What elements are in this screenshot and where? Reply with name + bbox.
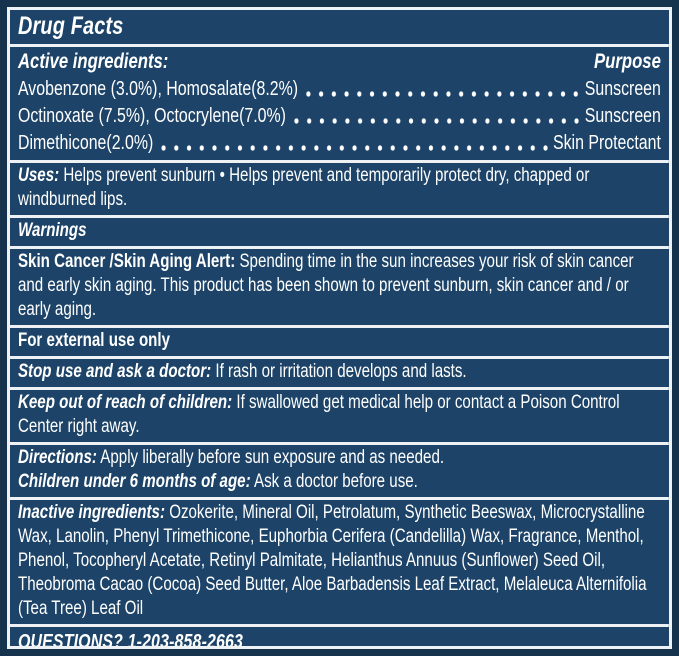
- directions-section: Directions: Apply liberally before sun e…: [10, 445, 669, 500]
- inactive-ingredients-section: Inactive ingredients: Ozokerite, Mineral…: [10, 500, 669, 627]
- stop-use-paragraph: Stop use and ask a doctor: If rash or ir…: [18, 360, 661, 384]
- ingredient-purpose: Sunscreen: [584, 105, 661, 127]
- dotted-leader: [302, 76, 581, 103]
- ingredient-names: Avobenzone (3.0%), Homosalate(8.2%): [17, 78, 299, 100]
- uses-section: Uses: Helps prevent sunburn • Helps prev…: [10, 163, 669, 218]
- uses-label: Uses:: [17, 165, 60, 186]
- skin-cancer-alert-label: Skin Cancer /Skin Aging Alert:: [17, 251, 236, 272]
- ingredient-names: Octinoxate (7.5%), Octocrylene(7.0%): [17, 105, 286, 127]
- external-use-section: For external use only: [10, 328, 669, 359]
- active-ingredient-row: Octinoxate (7.5%), Octocrylene(7.0%) Sun…: [18, 103, 661, 130]
- warnings-heading-section: Warnings: [10, 218, 669, 249]
- keep-out-text: If swallowed get medical help or contact…: [17, 392, 620, 437]
- skin-cancer-alert-section: Skin Cancer /Skin Aging Alert: Spending …: [10, 249, 669, 328]
- active-ingredients-heading: Active ingredients:: [17, 50, 169, 73]
- children-under-6-text: Ask a doctor before use.: [253, 471, 418, 492]
- directions-paragraph: Directions: Apply liberally before sun e…: [18, 446, 661, 470]
- dotted-leader: [157, 130, 549, 157]
- directions-label: Directions:: [17, 447, 97, 468]
- stop-use-section: Stop use and ask a doctor: If rash or ir…: [10, 359, 669, 390]
- stop-use-label: Stop use and ask a doctor:: [17, 361, 212, 382]
- questions-section: QUESTIONS? 1-203-858-2663: [10, 627, 669, 649]
- keep-out-label: Keep out of reach of children:: [17, 392, 233, 413]
- inactive-ingredients-label: Inactive ingredients:: [17, 502, 165, 523]
- external-use-text: For external use only: [17, 330, 171, 351]
- keep-out-paragraph: Keep out of reach of children: If swallo…: [18, 391, 661, 439]
- questions-phone-text: QUESTIONS? 1-203-858-2663: [17, 631, 244, 649]
- dotted-leader: [289, 103, 581, 130]
- purpose-heading: Purpose: [594, 50, 661, 73]
- children-under-6-paragraph: Children under 6 months of age: Ask a do…: [18, 470, 661, 494]
- inactive-ingredients-text: Ozokerite, Mineral Oil, Petrolatum, Synt…: [17, 502, 647, 619]
- uses-paragraph: Uses: Helps prevent sunburn • Helps prev…: [18, 164, 661, 212]
- active-ingredient-row: Dimethicone(2.0%) Skin Protectant: [18, 130, 661, 157]
- inactive-ingredients-paragraph: Inactive ingredients: Ozokerite, Mineral…: [18, 501, 661, 621]
- ingredient-purpose: Skin Protectant: [552, 132, 661, 154]
- directions-text: Apply liberally before sun exposure and …: [100, 447, 445, 468]
- warnings-heading: Warnings: [17, 220, 87, 241]
- label-content: Drug Facts Active ingredients: Purpose A…: [10, 10, 669, 649]
- drug-facts-panel: Drug Facts Active ingredients: Purpose A…: [7, 7, 672, 649]
- ingredient-names: Dimethicone(2.0%): [17, 132, 154, 154]
- children-under-6-label: Children under 6 months of age:: [17, 471, 251, 492]
- keep-out-of-reach-section: Keep out of reach of children: If swallo…: [10, 390, 669, 445]
- ingredient-purpose: Sunscreen: [584, 78, 661, 100]
- drug-facts-title-section: Drug Facts: [10, 10, 669, 47]
- skin-cancer-alert-text: Spending time in the sun increases your …: [17, 251, 634, 320]
- active-ingredients-section: Active ingredients: Purpose Avobenzone (…: [10, 47, 669, 163]
- active-ingredients-header-row: Active ingredients: Purpose: [18, 48, 661, 76]
- active-ingredient-row: Avobenzone (3.0%), Homosalate(8.2%) Suns…: [18, 76, 661, 103]
- skin-cancer-alert-paragraph: Skin Cancer /Skin Aging Alert: Spending …: [18, 250, 661, 322]
- drug-facts-title: Drug Facts: [17, 12, 124, 40]
- stop-use-text: If rash or irritation develops and lasts…: [215, 361, 467, 382]
- uses-text: Helps prevent sunburn • Helps prevent an…: [17, 165, 590, 210]
